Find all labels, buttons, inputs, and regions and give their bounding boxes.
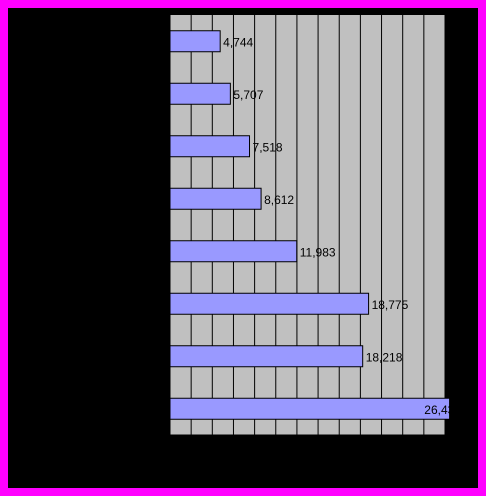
x-tick-label: 2 xyxy=(189,444,194,454)
x-tick-label: 12 xyxy=(292,444,302,454)
x-tick-label: 10 xyxy=(271,444,281,454)
x-tick-label: 18 xyxy=(355,444,365,454)
bar-value-label: 7,518 xyxy=(253,140,283,154)
bar xyxy=(169,82,231,105)
bar xyxy=(169,397,451,420)
bar xyxy=(169,187,262,210)
category-label: Все семьи, где главе 15 лет и старше xyxy=(109,395,164,424)
bar xyxy=(169,135,251,158)
bar xyxy=(169,292,370,315)
x-tick-label: 8 xyxy=(252,444,257,454)
category-label: Все семьи, где главе 65 лет и старше xyxy=(109,342,164,371)
x-tick-label: 24 xyxy=(419,444,429,454)
x-tick-label: 16 xyxy=(334,444,344,454)
x-tick-label: 20 xyxy=(377,444,387,454)
category-label: Белые одинокие женщины 65 лет и старше xyxy=(96,132,165,161)
bar-value-label: 8,612 xyxy=(264,193,294,207)
category-label: Белые семьи, где главе 65 лет и старше xyxy=(99,290,165,319)
category-label: Черные одинокие мужчины 65 лет и старше xyxy=(98,80,165,109)
x-tick-label: 6 xyxy=(231,444,236,454)
bar-value-label: 26,433 xyxy=(424,403,461,417)
category-label: Негритянские семьи, где главе 65 лет и ста… xyxy=(86,237,164,266)
bar-value-label: 18,775 xyxy=(372,298,409,312)
bar-value-label: 5,707 xyxy=(233,88,263,102)
x-tick-label: 22 xyxy=(398,444,408,454)
bar-value-label: 11,983 xyxy=(300,245,336,259)
x-tick-label: 0 xyxy=(167,444,172,454)
bar xyxy=(169,345,364,368)
x-tick-label: 26 xyxy=(440,444,450,454)
bar-value-label: 18,218 xyxy=(366,350,403,364)
bar-value-label: 4,744 xyxy=(223,35,253,49)
category-label: Белые одинокие мужчины 65 лет и старше xyxy=(98,185,165,214)
category-label: Черные одинокие женщины 65 лет и старше xyxy=(96,27,165,56)
x-tick-label: 14 xyxy=(313,444,323,454)
bar xyxy=(169,30,221,53)
bar xyxy=(169,240,298,263)
plot-area xyxy=(170,15,445,435)
x-tick-label: 4 xyxy=(210,444,215,454)
